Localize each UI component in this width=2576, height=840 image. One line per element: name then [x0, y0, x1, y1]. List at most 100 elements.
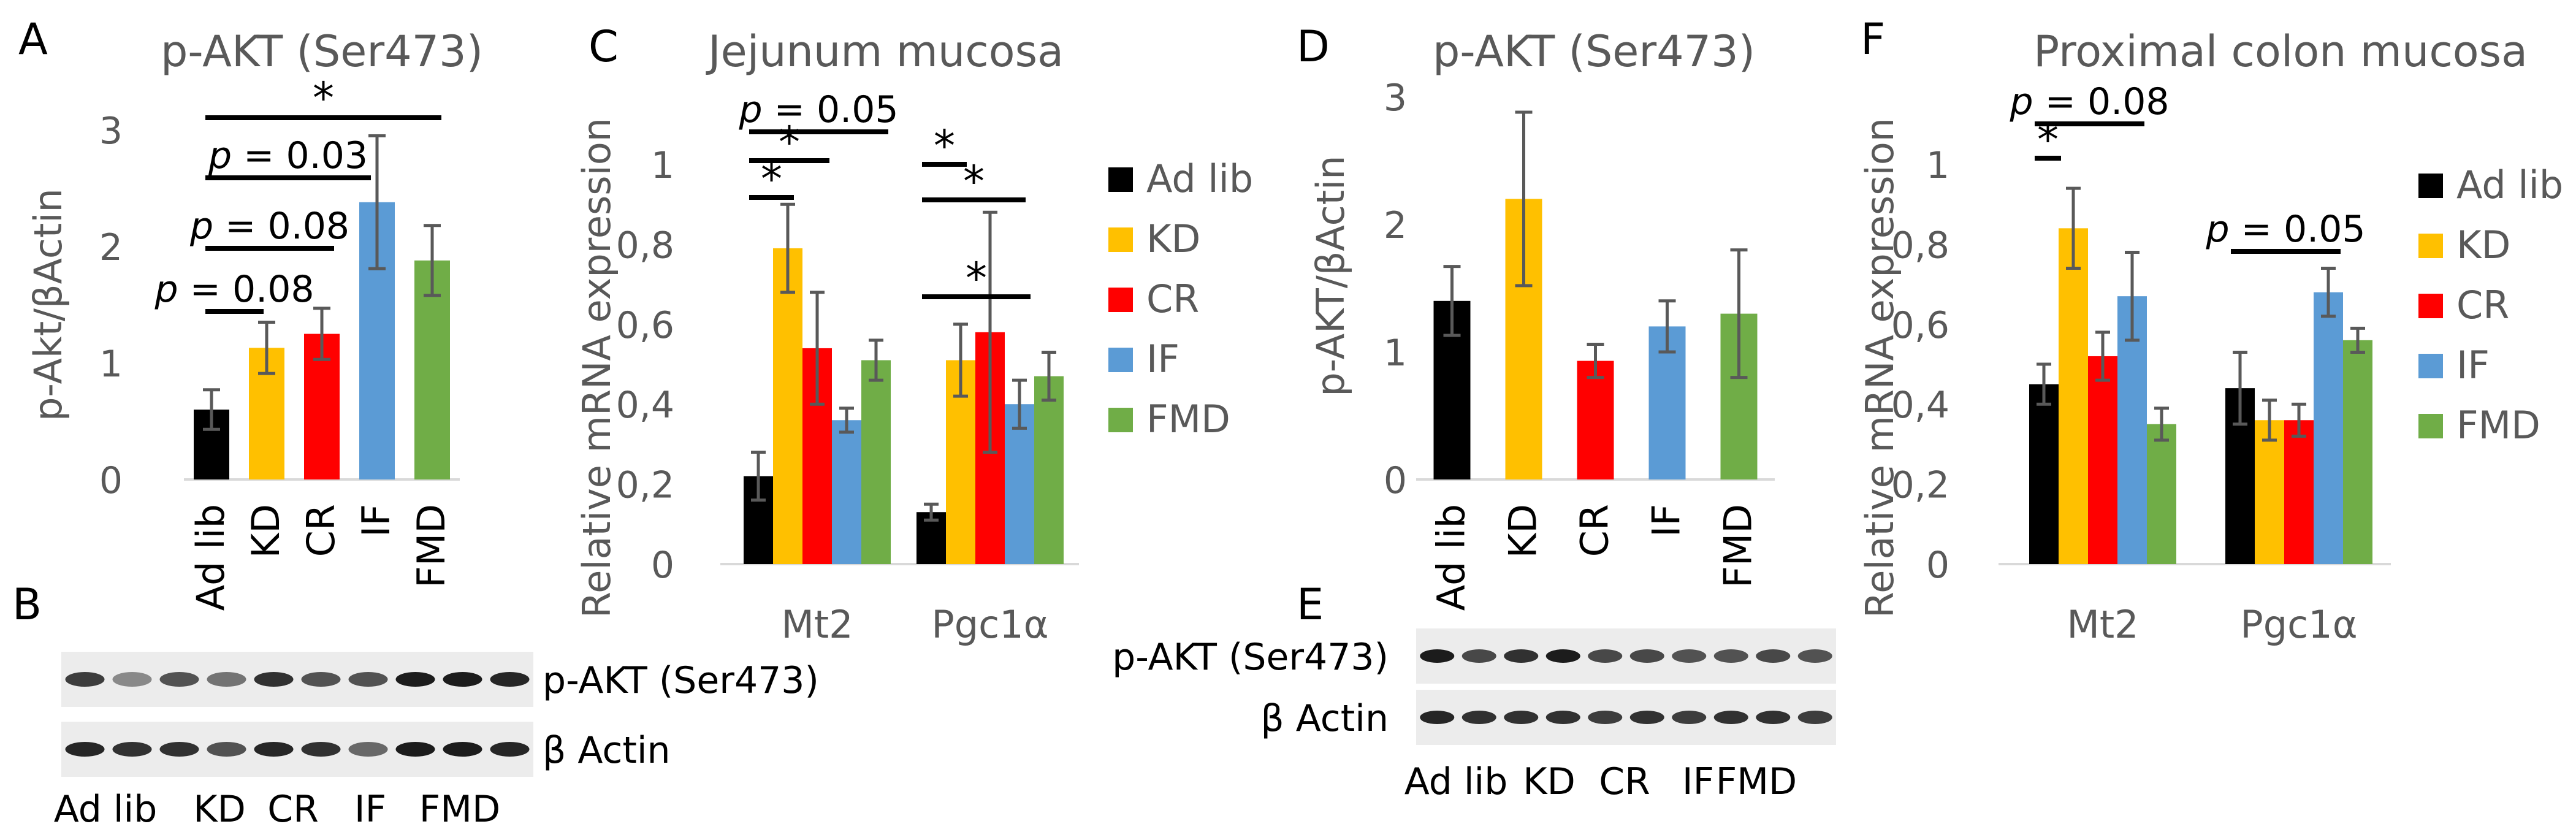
bar-kd: [2255, 420, 2284, 564]
blot-band: [348, 742, 388, 757]
bar-cr: [2088, 356, 2117, 564]
y-axis-label: Relative mRNA expression: [574, 118, 619, 618]
y-tick-label: 0: [1384, 459, 1407, 502]
y-tick-label: 2: [1384, 204, 1407, 247]
blot-band: [1588, 711, 1623, 724]
significance-label: *: [934, 121, 955, 171]
y-tick-label: 0: [99, 459, 123, 502]
significance-label: *: [966, 253, 987, 304]
blot-band: [112, 742, 152, 757]
x-tick-label: CR: [299, 504, 343, 557]
x-tick-label: FMD: [409, 504, 454, 588]
x-tick-label: Mt2: [781, 602, 853, 647]
y-tick-label: 3: [99, 110, 123, 153]
significance-label: p = 0.03: [208, 134, 368, 177]
y-tick-label: 0: [1926, 544, 1949, 587]
x-tick-label: KD: [1501, 504, 1545, 558]
x-tick-label: IF: [354, 504, 398, 537]
bar-kd: [2059, 228, 2088, 564]
bar-cr: [2284, 420, 2314, 564]
bar-fmd: [414, 260, 450, 479]
legend-label: IF: [2456, 343, 2490, 388]
legend-label: KD: [1146, 216, 1200, 261]
x-tick-label: Ad lib: [1429, 504, 1474, 611]
y-axis-label: p-AKT/βActin: [1308, 155, 1353, 396]
bar-if: [1005, 404, 1034, 564]
x-tick-label: Pgc1α: [931, 602, 1048, 647]
blot-band: [1629, 711, 1664, 724]
x-tick-label: FMD: [1716, 504, 1761, 588]
lane-label: CR: [267, 788, 319, 831]
blot-band: [1797, 649, 1832, 663]
blot-band: [1545, 649, 1580, 663]
y-tick-label: 0,4: [616, 384, 674, 427]
y-tick-label: 0,2: [616, 464, 674, 507]
blot-band: [254, 672, 294, 687]
bar-if: [832, 420, 861, 564]
y-tick-label: 0,6: [616, 304, 674, 347]
blot-band: [1629, 649, 1664, 663]
lane-label: Ad lib: [54, 788, 158, 831]
blot-band: [1545, 711, 1580, 724]
y-tick-label: 3: [1384, 77, 1407, 120]
blot-band: [1504, 649, 1539, 663]
bar-ad-lib: [2029, 384, 2059, 564]
y-tick-label: 0: [651, 544, 674, 587]
blot-band: [207, 742, 246, 757]
legend-label: IF: [1146, 337, 1179, 381]
panel-letter-e: E: [1297, 579, 1324, 630]
blot-band: [65, 672, 105, 687]
x-tick-label: IF: [1644, 504, 1689, 537]
blot-band: [1420, 711, 1455, 724]
blot-band: [159, 672, 199, 687]
lane-label: CR: [1599, 760, 1650, 803]
bar-fmd: [2343, 340, 2372, 564]
x-tick-label: KD: [243, 504, 288, 558]
panel-letter-f: F: [1861, 14, 1885, 64]
chart-title: p-AKT (Ser473): [161, 26, 483, 77]
blot-band: [254, 742, 294, 757]
legend-swatch: [2418, 354, 2443, 378]
blot-band: [1672, 711, 1707, 724]
legend-swatch: [1108, 288, 1133, 312]
legend-swatch: [1108, 227, 1133, 252]
panel-letter-b: B: [12, 579, 42, 630]
panel-letter-d: D: [1297, 21, 1330, 72]
blot-band: [207, 672, 246, 687]
lane-label: Ad lib: [1404, 760, 1508, 803]
x-tick-label: Ad lib: [188, 504, 233, 611]
blot-band: [1756, 711, 1791, 724]
blot-band: [1713, 649, 1748, 663]
y-tick-label: 2: [99, 226, 123, 269]
lane-label: FMD: [1716, 760, 1797, 803]
blot-band: [395, 672, 435, 687]
y-tick-label: 1: [1926, 144, 1949, 187]
blot-band: [1461, 649, 1496, 663]
x-tick-label: Mt2: [2067, 602, 2138, 647]
significance-label: p = 0.05: [2205, 208, 2365, 251]
y-tick-label: 1: [651, 144, 674, 187]
blot-band: [490, 672, 530, 687]
blot-band: [443, 742, 482, 757]
bar-kd: [773, 248, 802, 564]
y-tick-label: 1: [1384, 332, 1407, 375]
significance-label: p = 0.05: [738, 88, 898, 131]
legend-label: CR: [2456, 283, 2509, 327]
bar-fmd: [861, 360, 891, 564]
panel-letter-a: A: [18, 14, 48, 64]
blot-band: [1588, 649, 1623, 663]
band-label: β Actin: [1260, 697, 1389, 740]
chart-title: Jejunum mucosa: [706, 26, 1064, 77]
bar-cr: [1577, 361, 1614, 479]
x-tick-label: Pgc1α: [2240, 602, 2357, 647]
blot-band: [490, 742, 530, 757]
band-label: p-AKT (Ser473): [543, 659, 819, 702]
legend-swatch: [2418, 234, 2443, 258]
y-tick-label: 0,8: [1891, 224, 1949, 267]
blot-band: [112, 672, 152, 687]
blot-band: [1797, 711, 1832, 724]
y-tick-label: 0,4: [1891, 384, 1949, 427]
y-tick-label: 0,6: [1891, 304, 1949, 347]
